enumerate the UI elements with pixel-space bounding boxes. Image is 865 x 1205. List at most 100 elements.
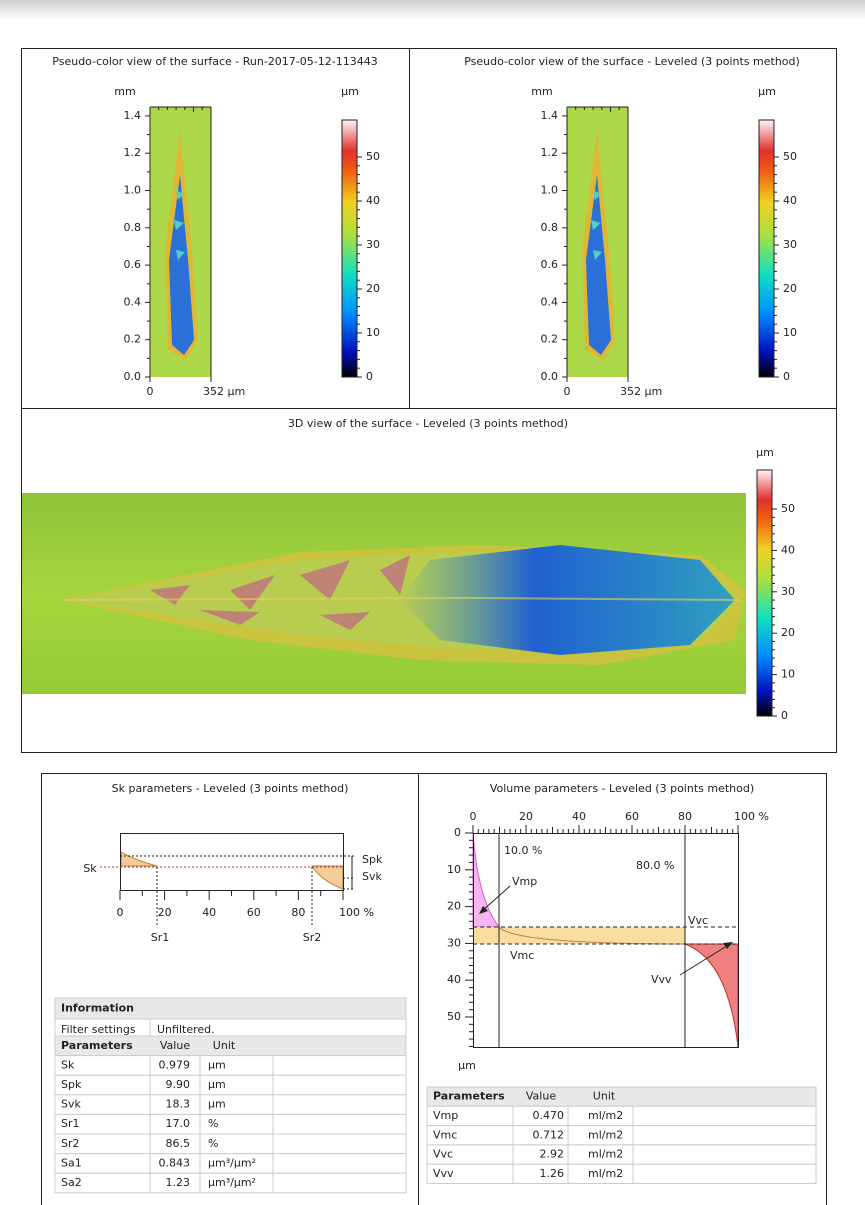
surface-feature xyxy=(169,175,194,355)
p80-label: 80.0 % xyxy=(636,859,674,872)
x-tick-label: 352 µm xyxy=(620,385,662,398)
colorbar-unit: µm xyxy=(341,85,359,98)
spk-area xyxy=(120,851,158,867)
surface-feature xyxy=(586,175,611,355)
colorbar xyxy=(758,119,775,378)
x-tick-label: 0 xyxy=(470,810,477,823)
param-value: 9.90 xyxy=(166,1078,191,1091)
param-name: Vmc xyxy=(433,1128,457,1141)
y-tick-label: 0.6 xyxy=(541,258,559,271)
panel-title: Volume parameters - Leveled (3 points me… xyxy=(490,782,754,795)
panel-title: Pseudo-color view of the surface - Level… xyxy=(464,55,800,68)
table-row xyxy=(426,1163,817,1184)
axis-unit: mm xyxy=(114,85,135,98)
table-row xyxy=(54,1074,407,1096)
param-name: Sr1 xyxy=(61,1117,80,1130)
colorbar-tick-label: 30 xyxy=(783,238,797,251)
y-tick-label: 0.8 xyxy=(124,221,142,234)
param-value: 0.712 xyxy=(533,1128,565,1141)
colorbar-tick-label: 40 xyxy=(781,543,795,556)
sr1-label: Sr1 xyxy=(151,931,170,944)
x-tick-label: 80 xyxy=(291,906,305,919)
x-tick-label: 20 xyxy=(519,810,533,823)
param-value: 1.26 xyxy=(540,1167,565,1180)
colorbar-tick-label: 50 xyxy=(366,150,380,163)
y-tick-label: 0.2 xyxy=(541,333,559,346)
colorbar-tick-label: 10 xyxy=(366,326,380,339)
param-value: 0.843 xyxy=(159,1156,191,1169)
vvv-arrow xyxy=(679,943,731,976)
panel-title: Sk parameters - Leveled (3 points method… xyxy=(112,782,349,795)
colorbar-tick-label: 0 xyxy=(783,370,790,383)
vmp-arrow xyxy=(480,885,511,913)
param-name: Sa1 xyxy=(61,1156,82,1169)
colorbar-tick-label: 50 xyxy=(781,502,795,515)
colorbar-tick-label: 10 xyxy=(781,668,795,681)
x-tick-label: 60 xyxy=(625,810,639,823)
param-name: Vvv xyxy=(433,1167,454,1180)
x-tick-label: 60 xyxy=(247,906,261,919)
y-tick-label: 10 xyxy=(447,863,461,876)
param-unit: µm xyxy=(208,1098,226,1111)
y-tick-label: 0.2 xyxy=(124,333,142,346)
volume-plot xyxy=(473,833,739,1048)
y-tick-label: 40 xyxy=(447,973,461,986)
axis-unit: mm xyxy=(531,85,552,98)
y-tick-label: 1.4 xyxy=(124,109,142,122)
param-unit: µm xyxy=(208,1058,226,1071)
colorbar xyxy=(341,119,358,378)
y-tick-label: 1.0 xyxy=(541,184,559,197)
surface-3d-image xyxy=(22,493,746,694)
colorbar-tick-label: 10 xyxy=(783,326,797,339)
vvv-label: Vvv xyxy=(651,973,672,986)
x-tick-label: 352 µm xyxy=(203,385,245,398)
x-tick-label: 100 % xyxy=(339,906,374,919)
y-tick-label: 0.4 xyxy=(541,295,559,308)
x-tick-label: 40 xyxy=(572,810,586,823)
info-name: Filter settings xyxy=(61,1023,136,1036)
y-tick-label: 20 xyxy=(447,900,461,913)
param-name: Svk xyxy=(61,1098,81,1111)
colorbar-tick-label: 30 xyxy=(781,585,795,598)
table-row xyxy=(54,1094,407,1115)
y-tick-label: 1.2 xyxy=(541,146,559,159)
vmc-curve xyxy=(498,926,686,945)
vvv-area xyxy=(684,943,739,1048)
table-header: Parameters xyxy=(61,1039,133,1052)
colorbar-tick-label: 40 xyxy=(366,194,380,207)
param-unit: µm³/µm² xyxy=(208,1156,256,1169)
y-tick-label: 0.4 xyxy=(124,295,142,308)
table-header: Unit xyxy=(593,1090,616,1103)
colorbar-tick-label: 0 xyxy=(366,370,373,383)
colorbar-tick-label: 40 xyxy=(783,194,797,207)
table-row xyxy=(54,1055,407,1076)
param-value: 0.979 xyxy=(159,1058,191,1071)
table-row xyxy=(54,1172,407,1194)
spk-label: Spk xyxy=(362,853,383,866)
colorbar-tick-label: 30 xyxy=(366,238,380,251)
param-value: 86.5 xyxy=(166,1137,191,1150)
param-unit: % xyxy=(208,1117,218,1130)
param-value: 17.0 xyxy=(166,1117,191,1130)
y-tick-label: 0.8 xyxy=(541,221,559,234)
param-name: Vvc xyxy=(433,1148,453,1161)
y-tick-label: 0 xyxy=(454,826,461,839)
vmp-label: Vmp xyxy=(512,875,537,888)
table-header: Value xyxy=(160,1039,190,1052)
top-bar xyxy=(0,0,865,20)
colorbar-tick-label: 50 xyxy=(783,150,797,163)
colorbar-tick-label: 20 xyxy=(781,626,795,639)
y-tick-label: 0.6 xyxy=(124,258,142,271)
param-unit: ml/m2 xyxy=(588,1109,623,1122)
surface-feature xyxy=(174,190,185,260)
axis-unit: µm xyxy=(458,1059,476,1072)
param-value: 2.92 xyxy=(540,1148,565,1161)
param-value: 0.470 xyxy=(533,1109,565,1122)
param-unit: % xyxy=(208,1137,218,1150)
table-header: Unit xyxy=(213,1039,236,1052)
colorbar-tick-label: 0 xyxy=(781,709,788,722)
vmc-label: Vmc xyxy=(510,949,534,962)
arrow-head xyxy=(479,906,488,914)
y-tick-label: 1.0 xyxy=(124,184,142,197)
y-tick-label: 1.4 xyxy=(541,109,559,122)
